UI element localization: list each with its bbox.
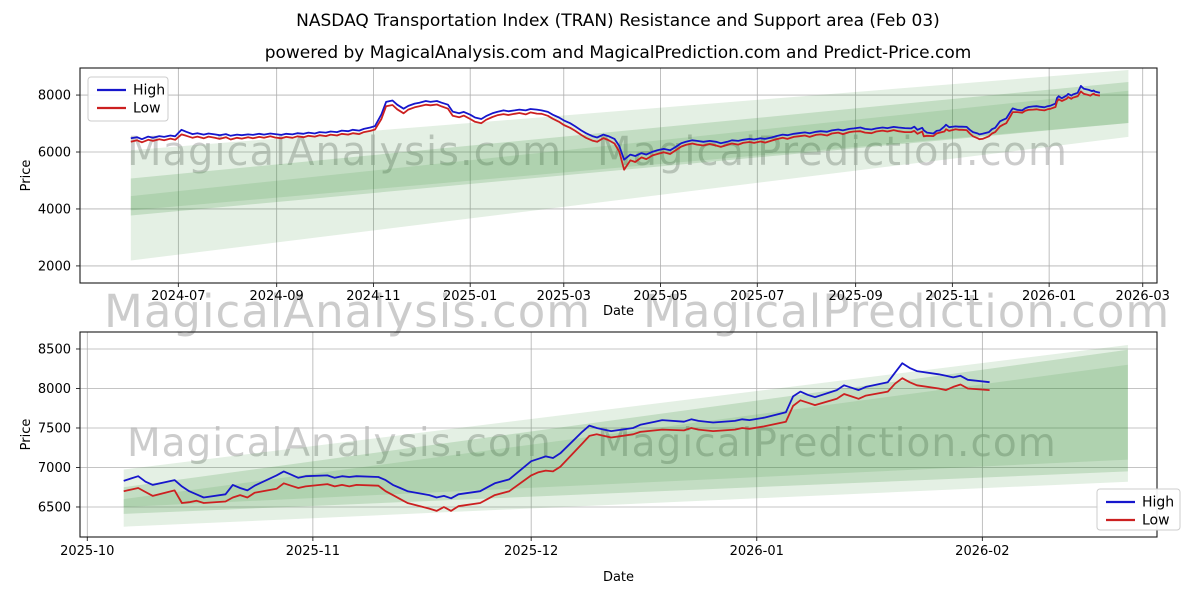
x-tick-label: 2025-05 [633, 289, 687, 304]
y-tick-label: 8000 [38, 382, 71, 397]
tick-marks [76, 348, 983, 541]
x-tick-label: 2025-11 [925, 289, 979, 304]
band-polygon [123, 349, 1128, 514]
x-tick-label: 2024-07 [151, 289, 205, 304]
series-line-low [123, 377, 990, 512]
x-tick-label: 2024-09 [250, 289, 304, 304]
x-tick-label: 2025-03 [537, 289, 591, 304]
y-tick-label: 6500 [38, 500, 71, 515]
x-tick-label: 2025-09 [828, 289, 882, 304]
x-tick-label: 2024-11 [346, 289, 400, 304]
y-tick-label: 4000 [38, 202, 71, 217]
series-line-low [130, 90, 1101, 171]
tick-labels: 2024-07 2024-09 2024-11 2025-01 2025-03 2025-… [38, 89, 1170, 304]
y-axis-label: Price [19, 419, 34, 451]
x-tick-label: 2025-10 [60, 544, 114, 559]
axes-spines [79, 67, 1158, 284]
x-tick-label: 2026-01 [1022, 289, 1076, 304]
legend-label-low: Low [1142, 513, 1170, 529]
legend: High Low [1096, 488, 1181, 531]
y-tick-label: 8500 [38, 342, 71, 357]
x-tick-label: 2026-03 [1116, 289, 1170, 304]
y-tick-label: 6000 [38, 146, 71, 161]
x-axis-label: Date [603, 304, 634, 319]
tick-marks [76, 94, 1144, 287]
band-polygon [130, 82, 1129, 216]
support-resistance-bands [130, 70, 1129, 261]
x-tick-label: 2025-01 [443, 289, 497, 304]
axes-spines [79, 331, 1158, 538]
series-line-high [123, 362, 990, 500]
watermark-analysis-middle: MagicalAnalysis.com [104, 285, 592, 338]
legend-label-high: High [1142, 495, 1174, 511]
y-tick-label: 7000 [38, 461, 71, 476]
x-axis-label: Date [603, 570, 634, 585]
legend-label-high: High [133, 83, 165, 99]
y-tick-label: 8000 [38, 89, 71, 104]
figure-subtitle: powered by MagicalAnalysis.com and Magic… [264, 43, 972, 63]
y-tick-label: 7500 [38, 421, 71, 436]
series-line-high [130, 85, 1101, 161]
band-polygon [130, 90, 1129, 211]
tick-labels: 2025-10 2025-11 2025-12 2026-01 2026-02 6500 7… [38, 342, 1010, 559]
watermark-analysis-bottom-chart: MagicalAnalysis.com [127, 421, 552, 466]
x-tick-label: 2026-02 [955, 544, 1009, 559]
legend-label-low: Low [133, 101, 161, 117]
y-axis-label: Price [19, 160, 34, 192]
y-tick-label: 2000 [38, 259, 71, 274]
x-tick-label: 2025-12 [504, 544, 558, 559]
legend: High Low [87, 76, 169, 122]
watermark-prediction-middle: MagicalPrediction.com [643, 285, 1171, 338]
band-polygon [130, 70, 1129, 261]
x-tick-label: 2025-07 [730, 289, 784, 304]
x-tick-label: 2026-01 [730, 544, 784, 559]
page-title: NASDAQ Transportation Index (TRAN) Resis… [296, 11, 940, 31]
x-tick-label: 2025-11 [286, 544, 340, 559]
